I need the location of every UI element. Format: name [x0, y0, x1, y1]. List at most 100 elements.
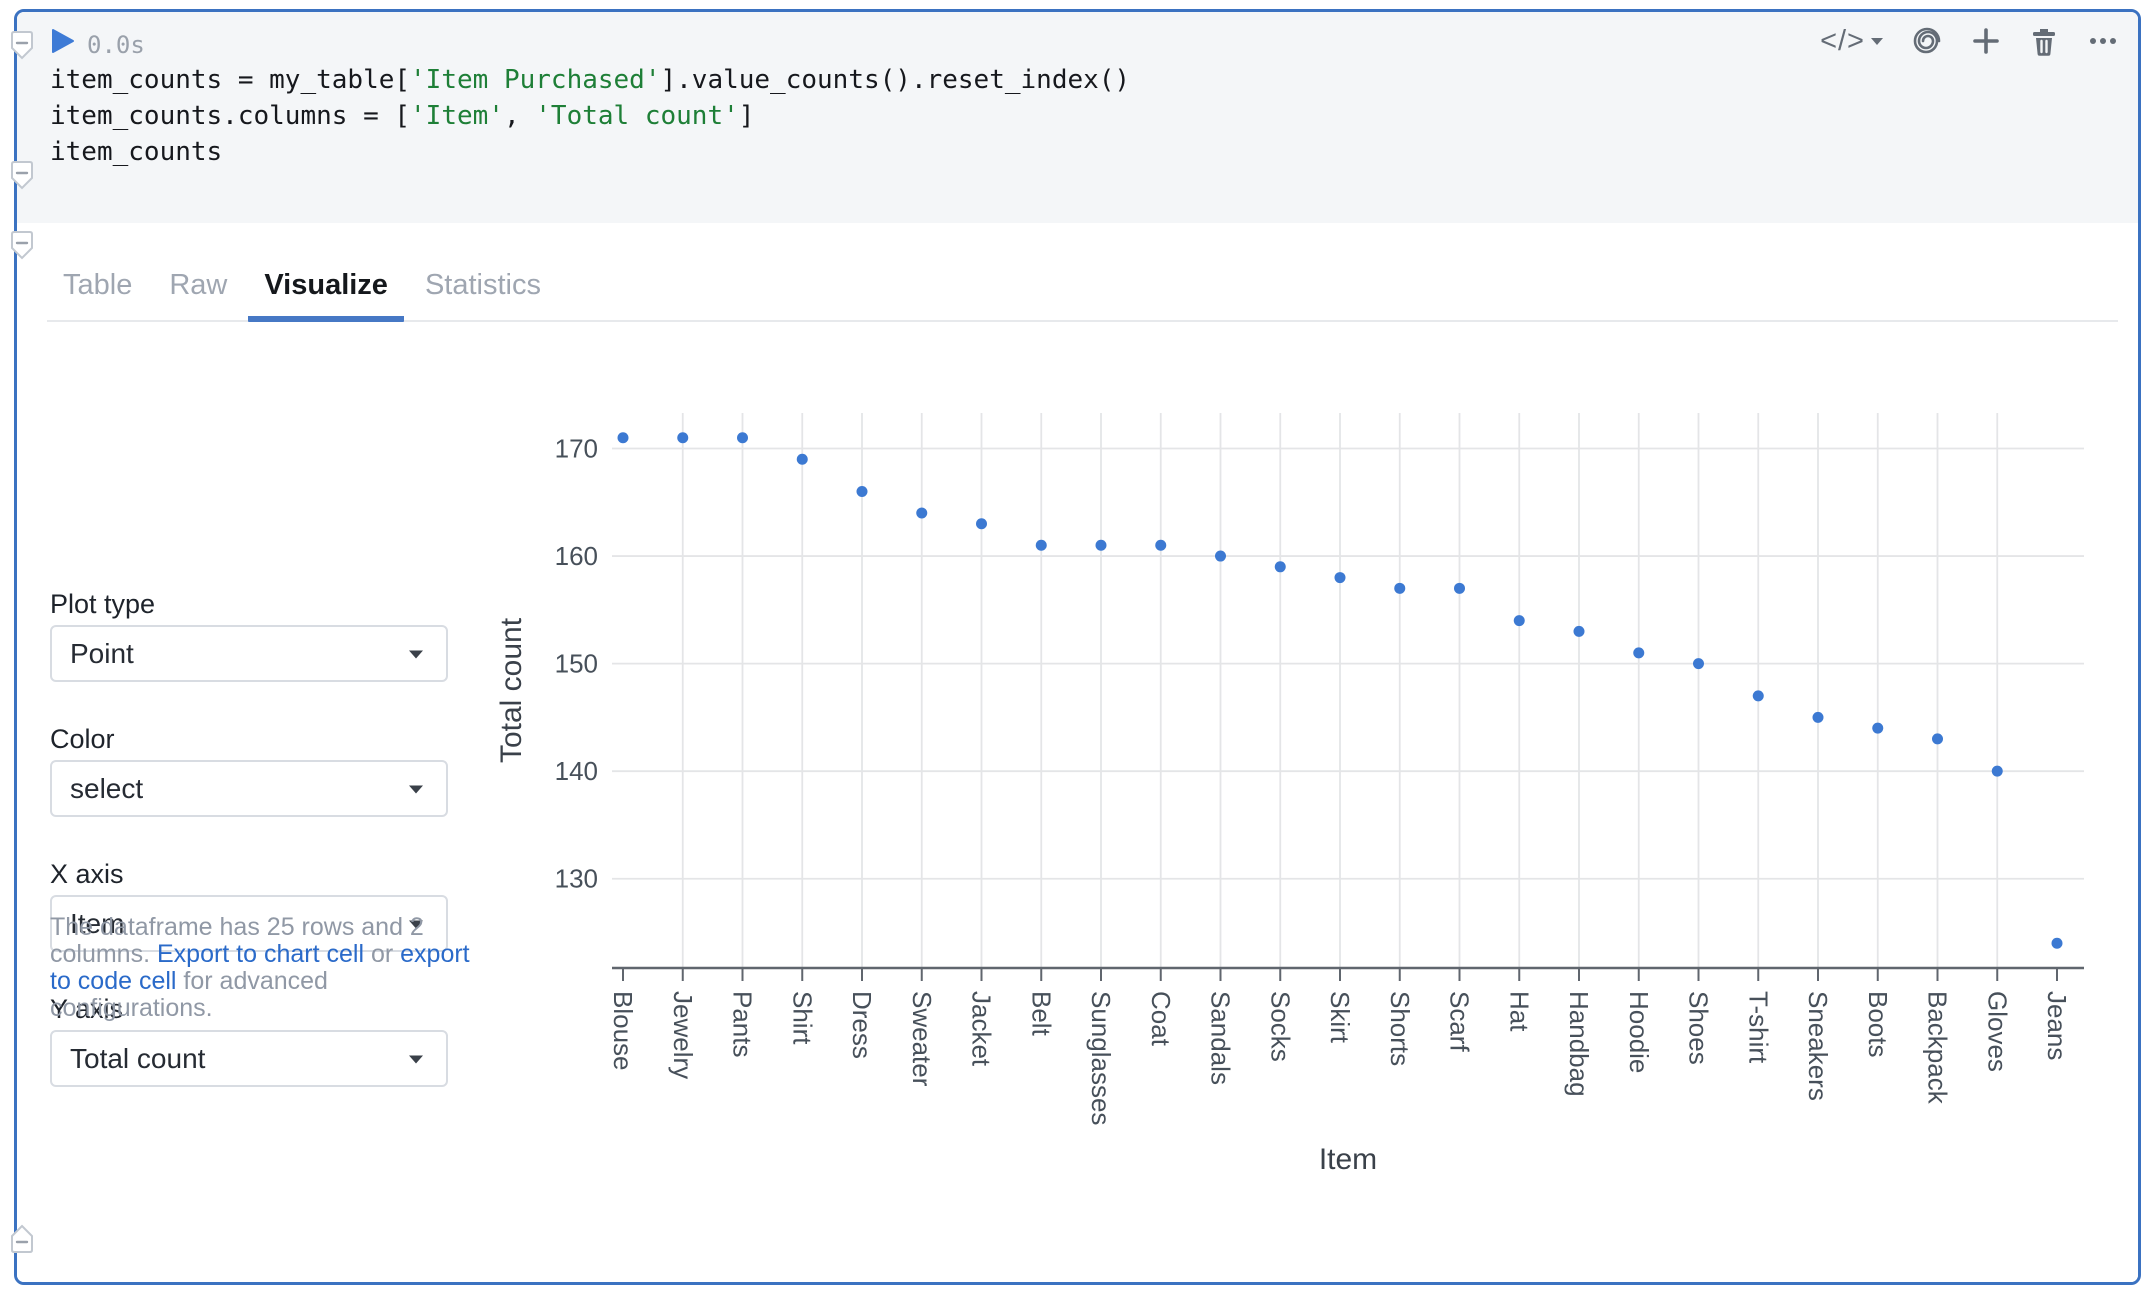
select-value-color: select	[70, 772, 144, 804]
data-point	[1454, 582, 1465, 594]
x-tick-label: Skirt	[1325, 991, 1355, 1044]
y-axis-title: Total count	[495, 617, 528, 763]
x-tick-label: Socks	[1265, 991, 1295, 1062]
point-chart-svg: 130 140 150 160 170 Blouse Jewelry Pants Shirt Dr…	[495, 413, 2084, 1176]
field-label-plot-type: Plot type	[50, 589, 156, 619]
field-y-axis: Y axis Total count	[50, 992, 448, 1087]
x-tick-label: Backpack	[1923, 991, 1953, 1105]
code-brackets-icon: </>	[1820, 24, 1865, 57]
x-tick-label: Jewelry	[668, 991, 698, 1079]
data-point	[1095, 539, 1107, 551]
data-point	[1693, 658, 1704, 670]
block-type-menu-button[interactable]: </>	[1820, 25, 1884, 58]
data-point	[1812, 711, 1824, 723]
x-tick-label: Belt	[1026, 991, 1056, 1037]
more-options-button[interactable]	[2086, 25, 2120, 57]
y-tick-label: 170	[555, 433, 598, 463]
x-tick-label: T-shirt	[1743, 991, 1773, 1064]
x-tick-label: Sandals	[1206, 991, 1236, 1085]
data-point	[1932, 733, 1943, 745]
output-area: Table Raw Visualize Statistics Plot type Poi…	[17, 223, 2138, 1282]
tab-statistics[interactable]: Statistics	[424, 269, 541, 301]
data-point	[1752, 690, 1764, 702]
data-point	[1394, 582, 1406, 594]
chart: 130 140 150 160 170 Blouse Jewelry Pants Shirt Dr…	[380, 391, 2138, 1211]
info-text: The dataframe has 25 rows and 2 columns.	[50, 913, 424, 968]
x-tick-label: Blouse	[608, 991, 638, 1071]
output-tabs: Table Raw Visualize Statistics	[47, 252, 2118, 322]
data-point	[737, 432, 748, 444]
export-link-3[interactable]: export to code cell	[50, 940, 470, 995]
data-point	[617, 432, 629, 444]
data-point	[1991, 765, 2003, 777]
info-text: for advanced configurations.	[50, 967, 328, 1022]
chevron-down-icon	[409, 1055, 423, 1063]
x-tick-label: Handbag	[1564, 991, 1594, 1097]
y-tick-label: 150	[555, 649, 598, 679]
select-x-axis[interactable]: Item	[50, 895, 448, 952]
cell-toolbar: </>	[1820, 22, 2120, 60]
x-tick-label: Jeans	[2042, 991, 2072, 1060]
data-point	[1215, 550, 1226, 562]
field-color: Color select	[50, 722, 448, 817]
spiral-icon	[1913, 27, 1941, 54]
select-color[interactable]: select	[50, 760, 448, 817]
data-point	[2051, 937, 2063, 949]
data-point	[1274, 561, 1286, 573]
plus-icon	[1973, 28, 1999, 54]
trash-icon	[2033, 29, 2055, 56]
x-axis-title: Item	[1319, 1143, 1377, 1176]
x-tick-label: Scarf	[1445, 991, 1475, 1052]
execution-time: 0.0s	[87, 31, 145, 59]
delete-block-button[interactable]	[2029, 25, 2059, 57]
block-handle-output-icon[interactable]	[8, 230, 36, 262]
x-tick-label: Gloves	[1982, 991, 2012, 1072]
x-tick-label: Boots	[1863, 991, 1893, 1058]
select-y-axis[interactable]: Total count	[50, 1030, 448, 1087]
field-label-color: Color	[50, 724, 115, 754]
tab-raw[interactable]: Raw	[169, 269, 228, 301]
x-tick-label: Shorts	[1385, 991, 1415, 1066]
data-point	[1513, 615, 1525, 627]
y-tick-label: 140	[555, 756, 598, 786]
code-area: 0.0s </>	[17, 12, 2138, 223]
dataframe-info: The dataframe has 25 rows and 2 columns.…	[50, 914, 482, 1022]
chevron-down-icon	[1871, 37, 1883, 45]
y-tick-label: 160	[555, 541, 598, 571]
block-handle-divider-icon[interactable]	[8, 160, 36, 192]
x-tick-label: Coat	[1146, 991, 1176, 1047]
block-handle-top-icon[interactable]	[8, 30, 36, 62]
data-point	[1573, 625, 1585, 637]
select-plot-type[interactable]: Point	[50, 625, 448, 682]
chevron-down-icon	[409, 920, 423, 928]
tab-visualize[interactable]: Visualize	[248, 269, 404, 322]
add-block-button[interactable]	[1970, 25, 2002, 57]
code-editor[interactable]: item_counts = my_table['Item Purchased']…	[50, 62, 1130, 170]
block-handle-bottom-icon[interactable]	[8, 1224, 36, 1256]
chart-controls: Plot type Point Color select X axis Item Y axi…	[50, 587, 448, 1127]
data-point	[1334, 572, 1346, 584]
run-button[interactable]	[51, 28, 75, 54]
code-line: item_counts	[50, 137, 223, 167]
x-tick-label: Jacket	[967, 991, 997, 1067]
data-point	[916, 507, 928, 519]
field-plot-type: Plot type Point	[50, 587, 448, 682]
ai-button[interactable]	[1911, 25, 1943, 57]
x-tick-label: Dress	[847, 991, 877, 1059]
export-link-1[interactable]: Export to chart cell	[156, 940, 365, 968]
y-tick-label: 130	[555, 864, 598, 894]
x-tick-label: Hat	[1504, 991, 1534, 1032]
data-point	[1035, 539, 1047, 551]
x-tick-label: Sunglasses	[1086, 991, 1116, 1125]
tab-table[interactable]: Table	[63, 269, 133, 301]
field-label-y-axis: Y axis	[50, 994, 124, 1024]
code-line: item_counts = my_table['Item Purchased']…	[50, 65, 1131, 95]
play-icon	[52, 29, 74, 53]
field-label-x-axis: X axis	[50, 859, 124, 889]
ellipsis-icon	[2090, 38, 2116, 44]
chevron-down-icon	[409, 785, 423, 793]
data-point	[677, 432, 689, 444]
code-line: item_counts.columns = ['Item', 'Total co…	[50, 101, 755, 131]
select-value-x-axis: Item	[70, 907, 125, 939]
